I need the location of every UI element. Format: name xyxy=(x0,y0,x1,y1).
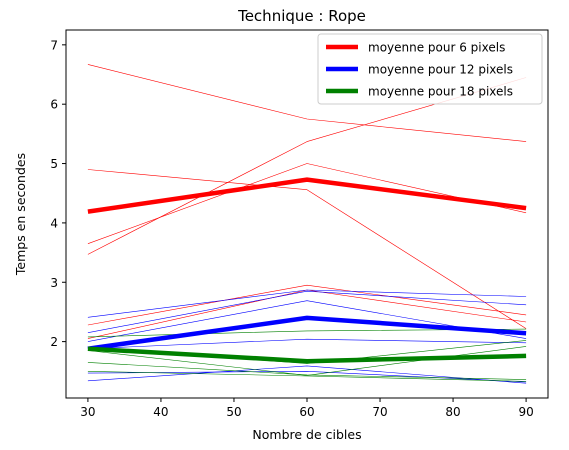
legend-label: moyenne pour 6 pixels xyxy=(368,41,505,55)
series-line-20 xyxy=(87,371,527,382)
series-line-11 xyxy=(87,290,527,333)
x-axis-label: Nombre de cibles xyxy=(252,427,361,442)
legend-label: moyenne pour 18 pixels xyxy=(368,85,513,99)
x-tick-label: 90 xyxy=(518,405,533,419)
series-line-8 xyxy=(87,284,527,326)
y-axis-label: Temps en secondes xyxy=(13,153,28,276)
axis-ticks: 30 40 50 60 70 80 90 2 3 4 5 6 7 xyxy=(50,38,533,419)
y-tick-label: 3 xyxy=(50,276,58,290)
y-tick-label: 5 xyxy=(50,157,58,171)
series-line-5 xyxy=(87,169,527,329)
x-tick-label: 40 xyxy=(153,405,168,419)
series-line-2-mean xyxy=(87,315,527,351)
series-line-14 xyxy=(87,370,527,383)
x-tick-label: 60 xyxy=(299,405,314,419)
y-tick-label: 2 xyxy=(50,335,58,349)
series-line-13 xyxy=(87,338,527,349)
series-line-4 xyxy=(87,64,527,142)
y-tick-label: 6 xyxy=(50,98,58,112)
legend-box xyxy=(317,33,543,105)
x-tick-label: 80 xyxy=(445,405,460,419)
legend: moyenne pour 6 pixels moyenne pour 12 pix… xyxy=(317,33,543,105)
series-line-10 xyxy=(87,289,527,318)
series-line-15 xyxy=(87,365,527,384)
chart-title: Technique : Rope xyxy=(237,7,366,25)
series-line-3-mean xyxy=(87,346,527,364)
legend-label: moyenne pour 12 pixels xyxy=(368,63,513,77)
y-tick-label: 4 xyxy=(50,216,58,230)
series-line-1-mean xyxy=(87,177,527,214)
series-line-19 xyxy=(87,362,527,380)
x-tick-label: 50 xyxy=(226,405,241,419)
series-layer xyxy=(87,64,527,384)
y-tick-label: 7 xyxy=(50,38,58,52)
x-tick-label: 30 xyxy=(80,405,95,419)
x-tick-label: 70 xyxy=(372,405,387,419)
